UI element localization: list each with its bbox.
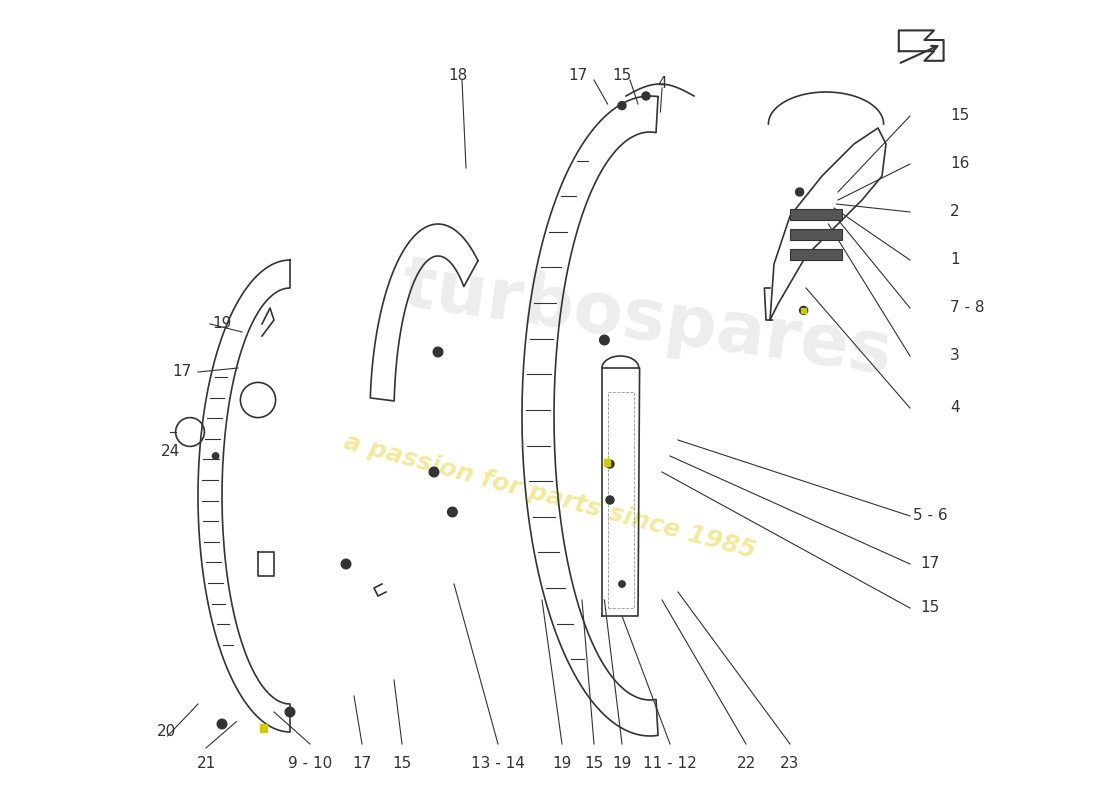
Text: 4: 4: [657, 77, 667, 91]
Circle shape: [212, 453, 219, 459]
Text: 19: 19: [552, 757, 572, 771]
Text: 19: 19: [613, 757, 631, 771]
Text: 15: 15: [393, 757, 411, 771]
Text: 5 - 6: 5 - 6: [913, 509, 947, 523]
Text: 19: 19: [212, 317, 232, 331]
Circle shape: [429, 467, 439, 477]
Text: 9 - 10: 9 - 10: [288, 757, 332, 771]
Bar: [260, 725, 267, 731]
Text: 1: 1: [950, 253, 959, 267]
Text: 18: 18: [449, 69, 468, 83]
Circle shape: [642, 92, 650, 100]
Circle shape: [433, 347, 443, 357]
Text: 16: 16: [950, 157, 969, 171]
Circle shape: [600, 335, 609, 345]
Bar: [801, 307, 806, 313]
Text: 2: 2: [950, 205, 959, 219]
Text: 13 - 14: 13 - 14: [471, 757, 525, 771]
Text: 20: 20: [156, 725, 176, 739]
Bar: [790, 249, 842, 260]
Bar: [790, 209, 842, 220]
Text: a passion for parts since 1985: a passion for parts since 1985: [341, 430, 759, 562]
Text: 15: 15: [921, 601, 939, 615]
Circle shape: [341, 559, 351, 569]
Text: 17: 17: [921, 557, 939, 571]
Text: turbospares: turbospares: [396, 251, 895, 389]
Bar: [604, 459, 611, 466]
Text: 15: 15: [613, 69, 631, 83]
Text: 17: 17: [173, 365, 191, 379]
Text: 7 - 8: 7 - 8: [950, 301, 984, 315]
Text: 21: 21: [197, 757, 216, 771]
Bar: [790, 229, 842, 240]
Circle shape: [619, 581, 625, 587]
Text: 15: 15: [950, 109, 969, 123]
Circle shape: [800, 306, 807, 314]
Circle shape: [606, 460, 614, 468]
Circle shape: [217, 719, 227, 729]
Text: 23: 23: [780, 757, 800, 771]
Circle shape: [448, 507, 458, 517]
Circle shape: [285, 707, 295, 717]
Text: 24: 24: [161, 445, 179, 459]
Text: 17: 17: [569, 69, 587, 83]
Text: 4: 4: [950, 401, 959, 415]
Circle shape: [795, 188, 804, 196]
Text: 15: 15: [584, 757, 604, 771]
Text: 3: 3: [950, 349, 959, 363]
Text: 17: 17: [352, 757, 372, 771]
Circle shape: [618, 102, 626, 110]
Circle shape: [606, 496, 614, 504]
Text: 22: 22: [736, 757, 756, 771]
Text: 11 - 12: 11 - 12: [644, 757, 697, 771]
